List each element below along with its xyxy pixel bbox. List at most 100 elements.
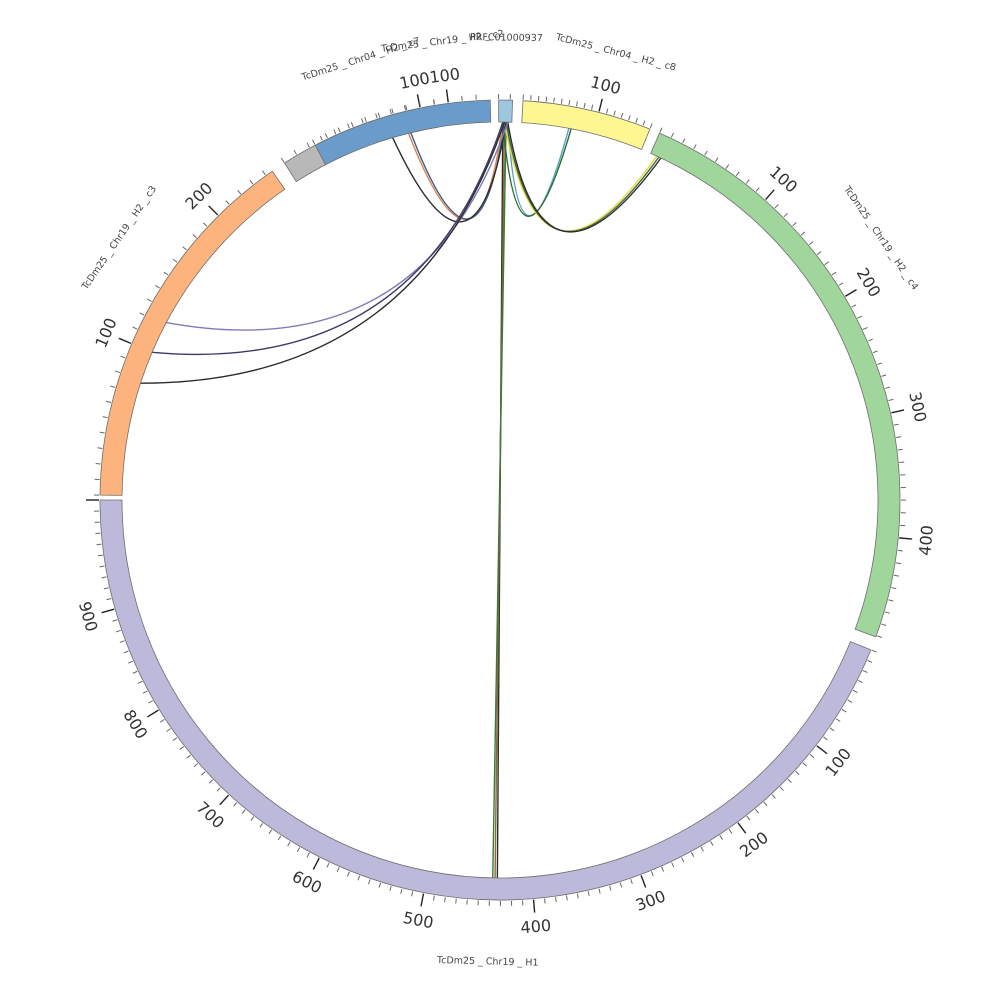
tick-minor [306, 142, 310, 148]
tick-minor [544, 898, 546, 904]
tick-label-tcdm25-chr19-h2-c4-200: 200 [853, 265, 885, 301]
tick-minor [670, 132, 674, 138]
tick-minor [192, 234, 197, 239]
segment-label-prfc01000937: PRFC01000937 [470, 32, 543, 44]
tick-minor [357, 875, 361, 881]
tick-minor [838, 282, 844, 286]
tick-minor [106, 598, 112, 601]
tick-minor [862, 327, 868, 331]
tick-minor [867, 338, 873, 342]
tick-minor [795, 770, 800, 775]
tick-minor [268, 829, 273, 835]
tick-minor [389, 885, 392, 891]
tick-minor [233, 802, 238, 807]
link-tcdm25-chr19-h2-c3-2 [151, 121, 504, 356]
tick-minor [635, 117, 638, 123]
tick-label-tcdm25-chr19-h1-100: 100 [821, 744, 855, 780]
tick-minor [419, 101, 421, 108]
tick-label-tcdm25-chr19-h1-300: 300 [633, 886, 668, 915]
tick-minor [823, 736, 828, 741]
tick-major [737, 822, 747, 834]
tick-minor [249, 179, 254, 185]
tick-minor [411, 891, 414, 897]
tick-minor [719, 835, 723, 840]
tick-minor [714, 157, 719, 163]
tick-label-tcdm25-chr19-h2-c4-400: 400 [915, 524, 937, 556]
tick-minor [650, 871, 654, 877]
tick-minor [296, 847, 301, 852]
tick-minor [847, 699, 853, 703]
tick-minor [336, 867, 340, 873]
tick-minor [137, 680, 143, 684]
tick-minor [852, 689, 858, 694]
tick-major [208, 205, 219, 216]
tick-minor [306, 852, 310, 858]
tick-major [640, 875, 647, 888]
tick-minor [857, 679, 863, 684]
tick-minor [377, 112, 381, 118]
tick-minor [881, 623, 887, 626]
tick-minor [682, 138, 686, 144]
tick-minor [800, 231, 806, 236]
segment-label-tcdm25-chr19-h1: TcDm25 _ Chr19 _ H1 [436, 955, 539, 969]
tick-minor [897, 448, 903, 451]
tick-minor [877, 635, 883, 639]
tick-minor [172, 737, 178, 741]
tick-major [147, 709, 159, 718]
tick-minor [553, 97, 555, 103]
tick-minor [361, 118, 364, 124]
tick-major [219, 794, 230, 806]
tick-minor [783, 212, 788, 218]
tick-minor [262, 170, 266, 176]
tick-minor [545, 96, 548, 102]
tick-minor [555, 897, 557, 903]
tick-minor [893, 574, 899, 577]
tick-label-tcdm25-chr19-h1-700: 700 [193, 798, 228, 833]
tick-minor [148, 700, 154, 704]
tick-minor [319, 135, 323, 141]
tick-label-tcdm25-chr19-h1-400: 400 [520, 916, 552, 937]
segment-label-tcdm25-chr19-h2-c4: TcDm25 _ Chr19 _ H2 _ c4 [841, 184, 921, 293]
tick-minor [671, 862, 675, 868]
tick-minor [101, 576, 107, 579]
tick-minor [120, 355, 126, 359]
tick-minor [326, 862, 330, 868]
tick-minor [774, 204, 779, 209]
tick-minor [250, 816, 255, 821]
tick-minor [831, 271, 837, 276]
tick-minor [103, 587, 109, 590]
tick-minor [576, 893, 579, 899]
tick-minor [620, 112, 624, 118]
tick-minor [433, 895, 435, 901]
tick-major [312, 857, 320, 870]
tick-major [899, 537, 913, 540]
tick-major [891, 409, 905, 414]
link-tcdm25-chr19-h2-c3-3 [140, 121, 506, 384]
tick-minor [99, 565, 105, 568]
link-tcdm25-chr04-h2-c8-1 [507, 122, 570, 217]
segments-layer [99, 99, 901, 901]
tick-minor [179, 746, 184, 750]
tick-minor [114, 370, 120, 374]
tick-minor [745, 179, 750, 184]
tick-minor [193, 763, 199, 768]
tick-major [532, 899, 536, 913]
tick-major [845, 289, 857, 297]
tick-label-tcdm25-chr19-h1-900: 900 [75, 599, 102, 634]
tick-minor [110, 385, 116, 388]
tick-minor [787, 778, 792, 784]
tick-minor [576, 101, 578, 107]
tick-minor [598, 888, 601, 894]
tick-minor [613, 110, 616, 116]
tick-minor [280, 157, 285, 163]
tick-minor [565, 895, 568, 901]
tick-minor [802, 762, 807, 767]
link-tcdm25-chr19-h2-c4-3 [507, 121, 662, 233]
tick-minor [862, 670, 868, 674]
tick-major [598, 98, 603, 112]
tick-minor [333, 129, 337, 135]
tick-minor [241, 809, 246, 814]
tick-minor [587, 891, 590, 897]
tick-minor [202, 222, 208, 227]
